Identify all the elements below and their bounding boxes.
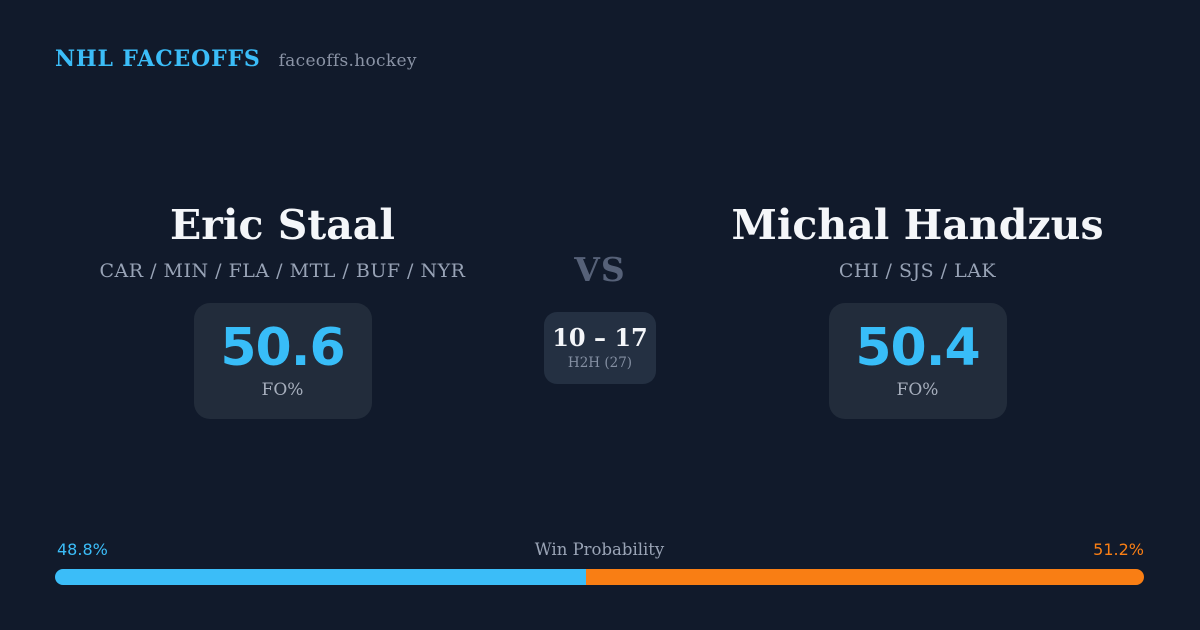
player-left-name: Eric Staal — [170, 201, 395, 249]
win-prob-right-pct: 51.2% — [1093, 540, 1144, 559]
versus-column: VS 10 – 17 H2H (27) — [510, 205, 690, 384]
win-probability-section: 48.8% Win Probability 51.2% — [55, 540, 1144, 585]
win-probability-bar — [55, 569, 1144, 585]
player-right-stat-card: 50.4 FO% — [828, 303, 1007, 419]
matchup-section: Eric Staal CAR / MIN / FLA / MTL / BUF /… — [55, 205, 1145, 419]
player-left-stat-card: 50.6 FO% — [193, 303, 372, 419]
h2h-score: 10 – 17 — [552, 322, 648, 352]
brand-title: NHL FACEOFFS — [55, 46, 261, 72]
win-probability-labels: 48.8% Win Probability 51.2% — [55, 540, 1144, 562]
player-left-fo-label: FO% — [261, 380, 304, 400]
h2h-card: 10 – 17 H2H (27) — [544, 312, 656, 384]
win-bar-left — [55, 569, 587, 585]
player-right: Michal Handzus CHI / SJS / LAK 50.4 FO% — [690, 205, 1145, 419]
player-left: Eric Staal CAR / MIN / FLA / MTL / BUF /… — [55, 205, 510, 419]
win-prob-title: Win Probability — [534, 540, 665, 559]
header: NHL FACEOFFS faceoffs.hockey — [55, 46, 417, 72]
h2h-label: H2H (27) — [567, 354, 633, 371]
player-right-name: Michal Handzus — [731, 201, 1104, 249]
site-url: faceoffs.hockey — [278, 51, 417, 71]
player-right-fo-label: FO% — [896, 380, 939, 400]
player-right-teams: CHI / SJS / LAK — [838, 260, 997, 282]
player-right-fo-pct: 50.4 — [855, 318, 980, 378]
win-prob-left-pct: 48.8% — [57, 540, 108, 559]
player-left-teams: CAR / MIN / FLA / MTL / BUF / NYR — [99, 260, 466, 282]
player-left-fo-pct: 50.6 — [220, 318, 345, 378]
win-bar-right — [586, 569, 1144, 585]
vs-label: VS — [574, 250, 626, 289]
